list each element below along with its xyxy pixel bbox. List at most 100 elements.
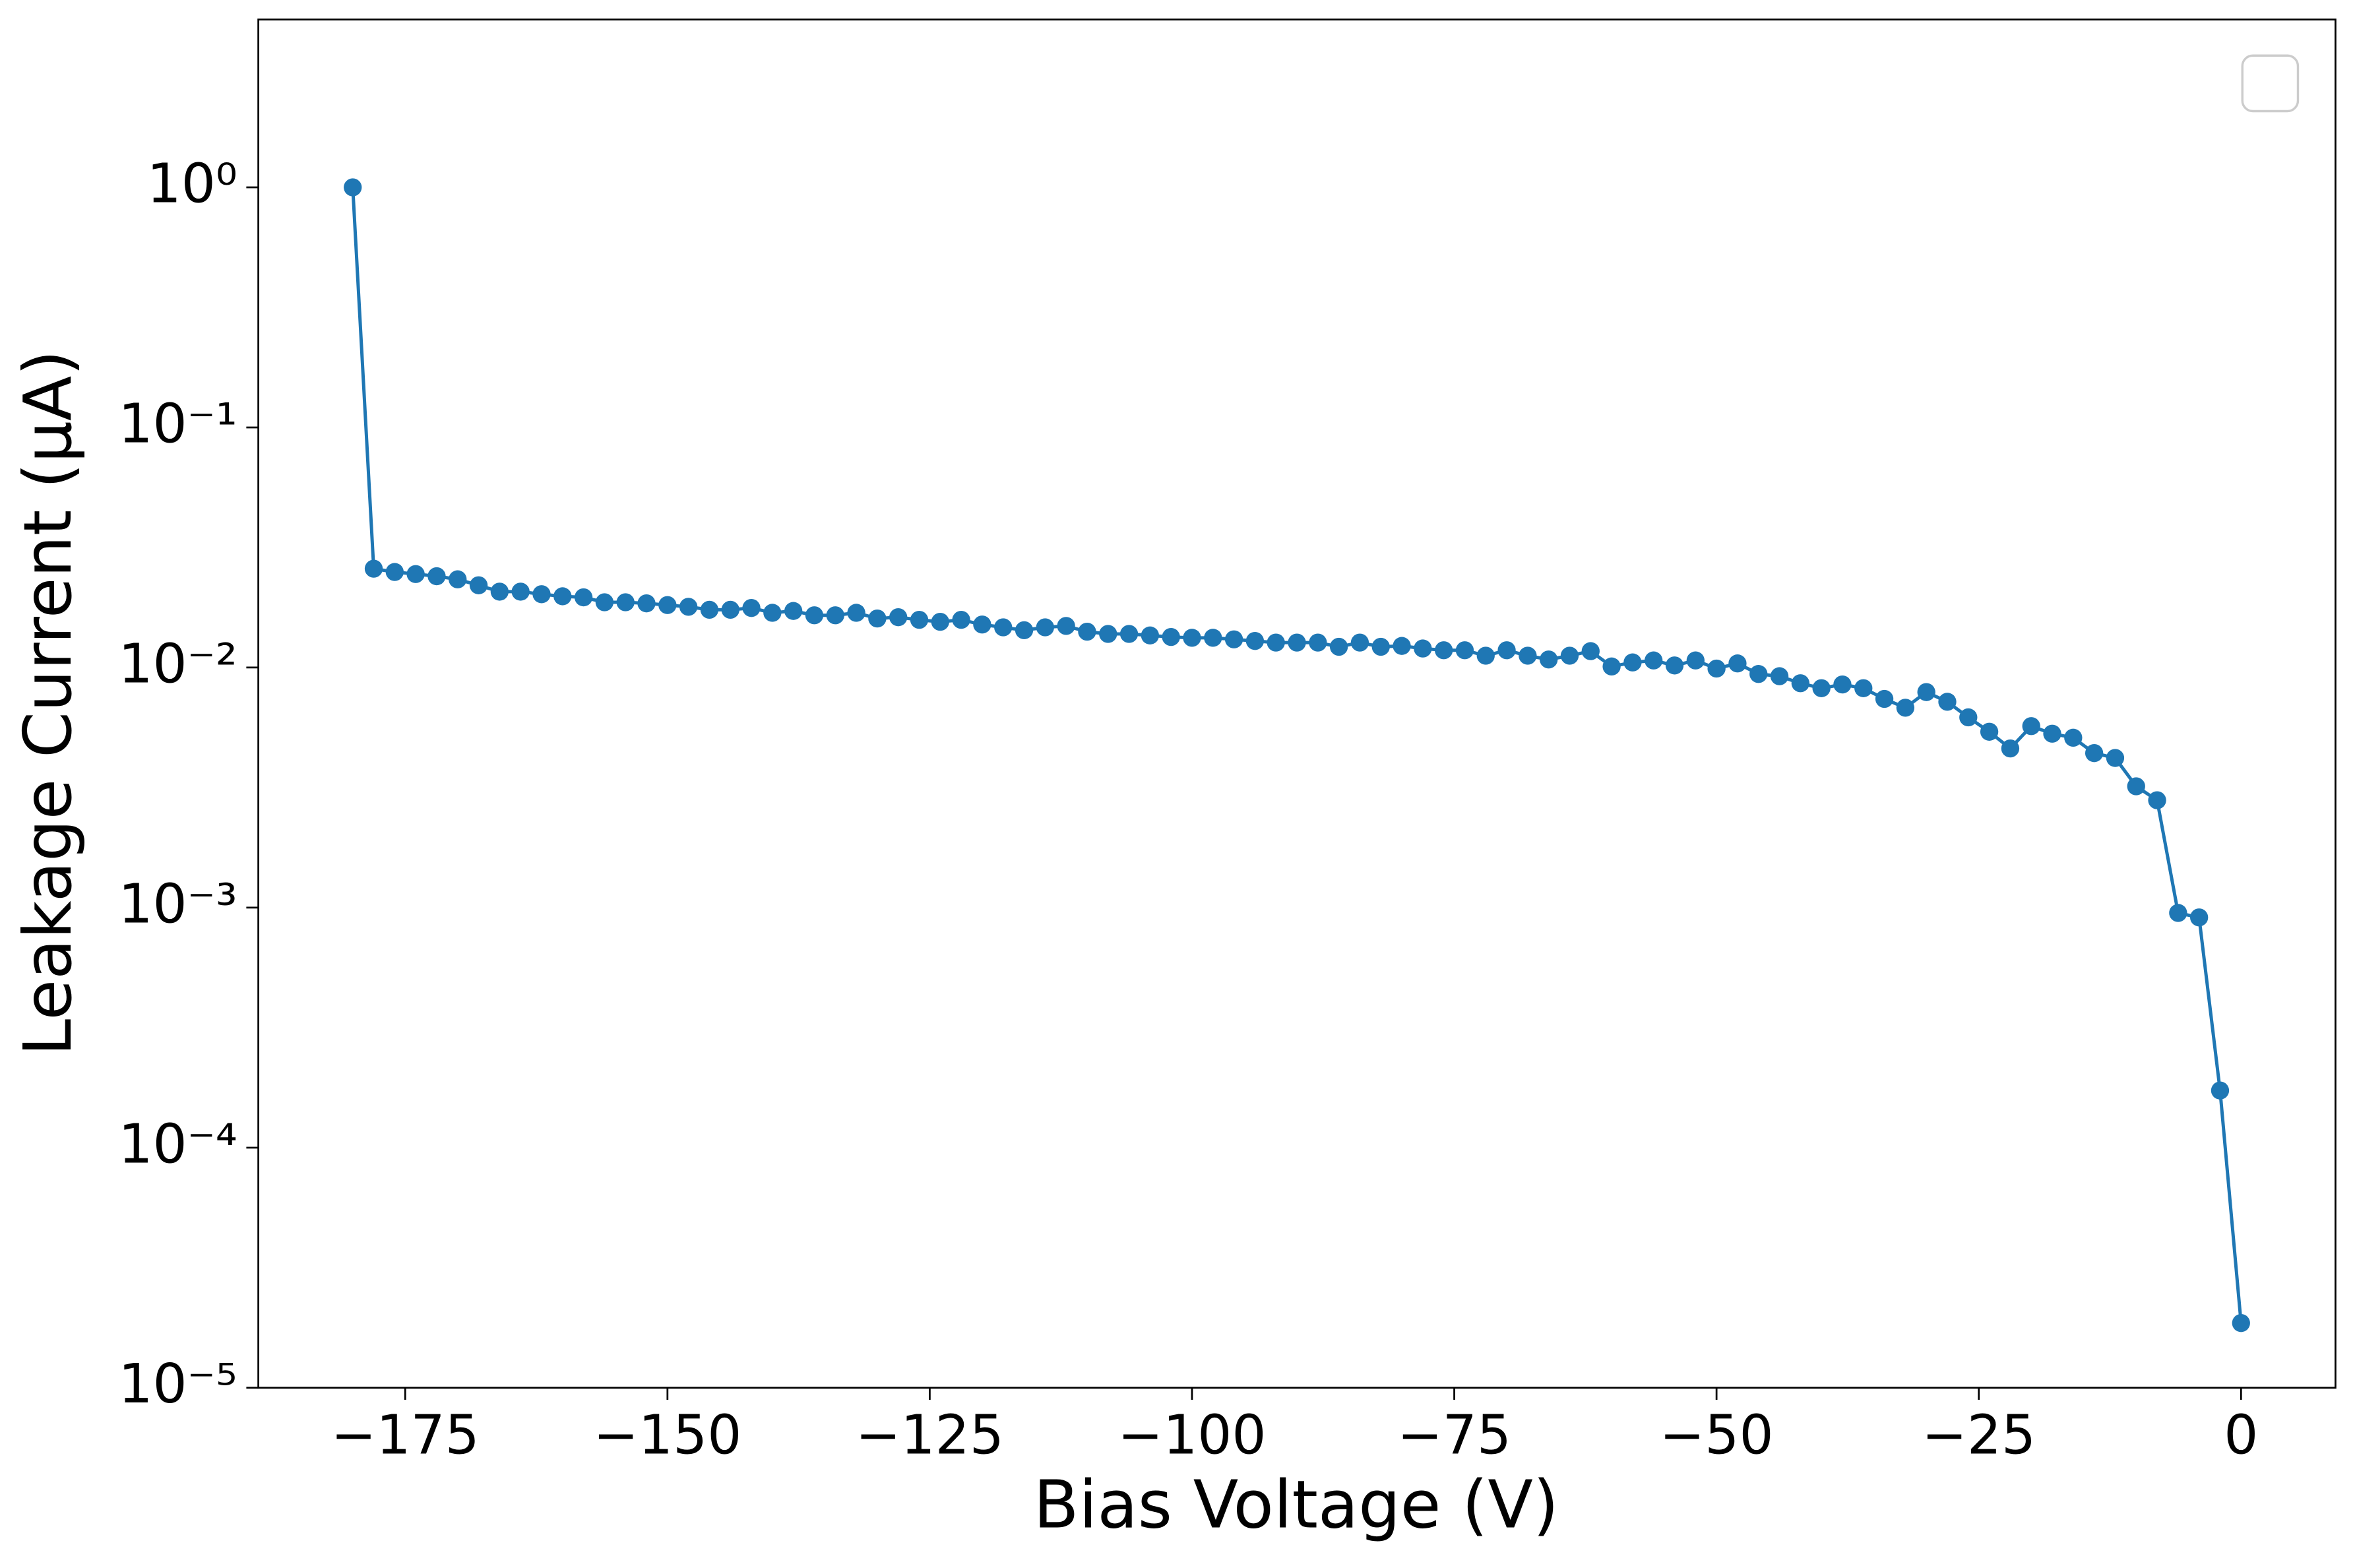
data-point	[1434, 641, 1453, 660]
data-point	[1393, 637, 1411, 655]
data-point	[2232, 1314, 2250, 1333]
legend-box	[2241, 54, 2300, 113]
data-point	[2148, 791, 2166, 809]
data-point	[2169, 904, 2187, 922]
data-point	[574, 588, 593, 607]
data-point	[1791, 674, 1810, 693]
data-point	[1245, 632, 1265, 650]
data-point	[1833, 675, 1852, 694]
data-point	[1770, 667, 1789, 685]
data-point	[1350, 633, 1369, 652]
data-point	[994, 618, 1013, 637]
data-point	[1015, 621, 1034, 640]
data-point	[889, 608, 908, 627]
data-point	[1224, 630, 1243, 648]
data-point	[1309, 633, 1327, 652]
y-tick-label: 10⁻¹	[118, 392, 237, 455]
data-point	[511, 582, 530, 601]
data-point	[1204, 629, 1222, 647]
data-point	[1980, 722, 1999, 741]
data-point	[637, 594, 656, 613]
data-point	[553, 587, 572, 606]
data-point	[910, 610, 929, 629]
data-point	[1455, 641, 1474, 660]
data-point	[1078, 622, 1096, 641]
y-axis-label: Leakage Current (μA)	[9, 350, 86, 1056]
data-point	[784, 602, 803, 620]
data-point	[1854, 679, 1873, 697]
data-point	[2106, 749, 2125, 767]
data-point	[721, 600, 739, 619]
x-tick-label: −100	[1117, 1404, 1266, 1467]
data-point	[763, 604, 782, 622]
data-point	[1602, 657, 1621, 675]
data-point	[2064, 728, 2083, 747]
data-point	[1329, 637, 1348, 656]
data-point	[1036, 618, 1054, 637]
data-point	[1267, 633, 1285, 652]
data-point	[1540, 650, 1558, 669]
data-point	[1686, 651, 1705, 670]
data-point	[2043, 724, 2061, 743]
data-point	[469, 576, 488, 594]
x-tick-label: 0	[2224, 1404, 2258, 1467]
data-point	[1162, 627, 1180, 646]
data-point	[406, 565, 425, 583]
data-point	[2022, 717, 2040, 736]
data-point	[2127, 777, 2145, 796]
x-tick-label: −150	[593, 1404, 741, 1467]
x-tick-label: −25	[1922, 1404, 2036, 1467]
data-point	[1560, 646, 1579, 665]
data-point	[427, 567, 446, 586]
data-point	[449, 570, 467, 588]
data-point	[1141, 626, 1160, 644]
data-point	[1938, 693, 1957, 711]
data-point	[1183, 629, 1201, 647]
x-tick-label: −125	[856, 1404, 1004, 1467]
x-tick-label: −50	[1660, 1404, 1774, 1467]
x-axis-label: Bias Voltage (V)	[1034, 1466, 1559, 1544]
data-point	[1959, 708, 1978, 727]
data-point	[931, 612, 949, 631]
y-tick-label: 10⁻²	[118, 633, 237, 695]
data-point	[2190, 908, 2209, 927]
data-point	[1288, 633, 1306, 652]
data-point	[1119, 625, 1139, 643]
data-point	[490, 582, 509, 601]
data-point	[1099, 625, 1117, 643]
data-point	[2001, 739, 2020, 758]
data-point	[679, 598, 698, 616]
y-tick-label: 10⁻⁴	[118, 1113, 237, 1176]
plot-frame	[257, 18, 2337, 1389]
data-point	[2211, 1081, 2230, 1100]
data-point	[658, 596, 677, 614]
y-tick-label: 10⁻⁵	[118, 1353, 237, 1416]
data-point	[973, 615, 991, 634]
data-point	[1519, 646, 1537, 665]
y-tick-label: 10⁰	[147, 152, 237, 215]
data-point	[1896, 699, 1915, 717]
data-point	[700, 600, 719, 619]
data-point	[595, 593, 614, 612]
data-point	[532, 585, 551, 604]
data-point	[742, 599, 761, 617]
data-point	[1497, 641, 1516, 660]
y-tick-label: 10⁻³	[118, 873, 237, 935]
data-point	[1414, 639, 1432, 658]
data-point	[868, 609, 887, 628]
data-point	[1707, 659, 1726, 678]
data-point	[1645, 651, 1663, 670]
data-point	[385, 563, 404, 581]
data-point	[1749, 665, 1768, 683]
data-point	[1623, 653, 1642, 672]
data-point	[344, 178, 362, 197]
data-point	[616, 593, 635, 612]
data-point	[1875, 689, 1894, 708]
data-point	[952, 610, 970, 629]
data-point	[805, 606, 824, 625]
data-point	[364, 559, 383, 578]
data-point	[847, 604, 865, 622]
data-point	[1812, 679, 1831, 697]
